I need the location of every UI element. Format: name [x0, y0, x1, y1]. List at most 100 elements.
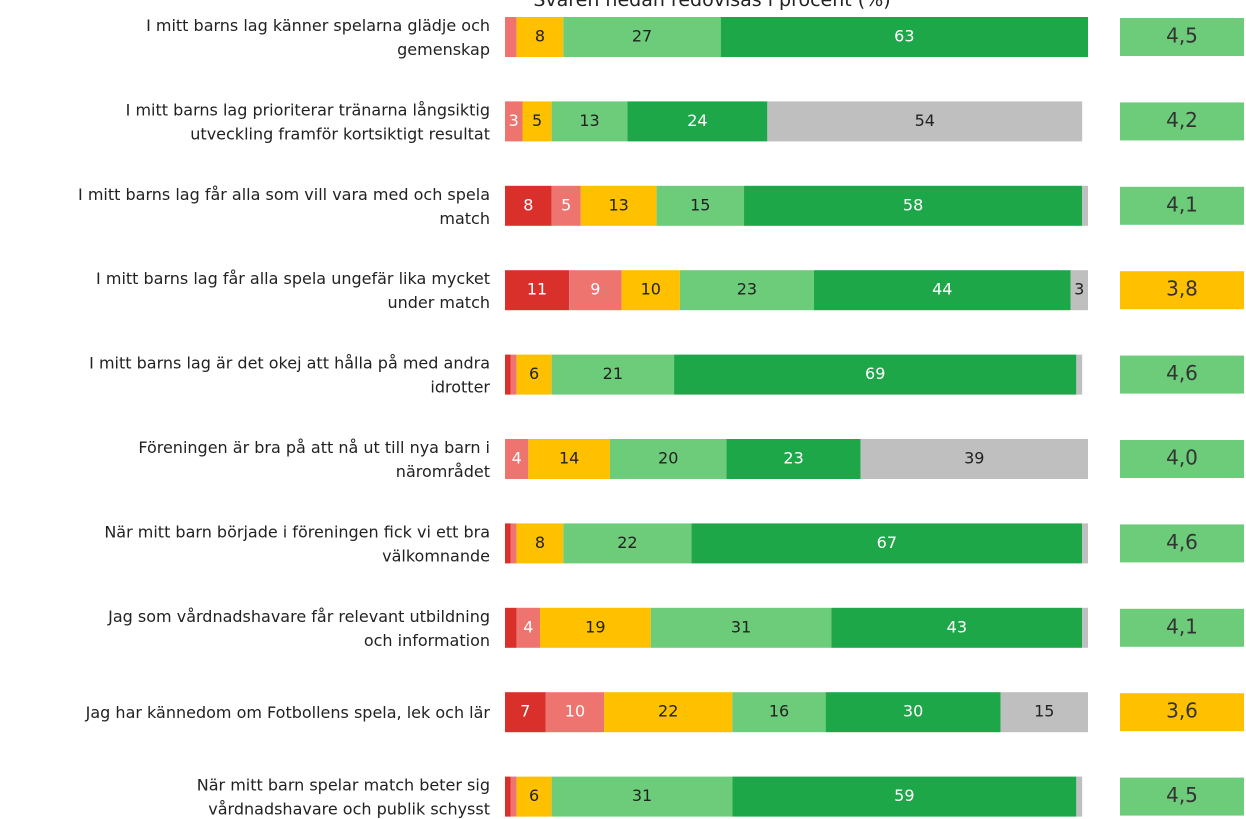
bar-segment	[767, 101, 1083, 142]
chart-title: Svaren nedan redovisas i procent (%)	[533, 0, 890, 11]
bar-segment	[1070, 270, 1088, 311]
data-label: 10	[641, 280, 661, 299]
data-label: 39	[964, 449, 984, 468]
bar-segment	[580, 185, 657, 226]
data-label: 15	[690, 195, 710, 214]
category-label: och information	[364, 631, 490, 650]
data-label: 14	[559, 449, 579, 468]
bar-segment	[656, 185, 745, 226]
bar-segment	[732, 776, 1077, 817]
data-label: 10	[565, 702, 585, 721]
data-label: 16	[769, 702, 789, 721]
score-box	[1120, 693, 1244, 732]
data-label: 6	[529, 786, 539, 805]
data-label: 11	[527, 280, 547, 299]
bar-segment	[551, 354, 675, 395]
category-label: välkomnande	[382, 546, 490, 565]
bar-segment	[1082, 607, 1088, 648]
category-label: I mitt barns lag känner spelarna glädje …	[146, 16, 490, 35]
bar-segment	[551, 776, 733, 817]
bar-segment	[569, 270, 622, 311]
category-label: utveckling framför kortsiktigt resultat	[190, 124, 490, 143]
bar-segment	[726, 439, 861, 479]
category-label: match	[439, 209, 490, 228]
category-label: Jag som vårdnadshavare får relevant utbi…	[107, 607, 490, 626]
data-label: 6	[529, 364, 539, 383]
score-label: 4,5	[1166, 783, 1198, 807]
score-box	[1120, 186, 1244, 225]
bar-segment	[691, 523, 1083, 564]
data-label: 31	[632, 786, 652, 805]
data-label: 27	[632, 27, 652, 46]
category-label: vårdnadshavare och publik schysst	[208, 800, 490, 819]
bar-segment	[563, 523, 692, 564]
score-box	[1120, 102, 1244, 141]
data-label: 4	[512, 449, 522, 468]
bar-segment	[720, 17, 1088, 57]
bar-segment	[516, 607, 540, 648]
data-label: 20	[658, 449, 678, 468]
bar-segment	[505, 185, 552, 226]
bar-segment	[539, 607, 651, 648]
bar-segment	[505, 607, 517, 648]
bar-segment	[1076, 354, 1083, 395]
bar-segment	[1000, 692, 1088, 733]
score-box	[1120, 777, 1244, 816]
data-label: 5	[532, 111, 542, 130]
score-label: 4,6	[1166, 361, 1198, 385]
data-label: 54	[915, 111, 935, 130]
score-box	[1120, 524, 1244, 563]
category-label: I mitt barns lag prioriterar tränarna lå…	[126, 100, 490, 119]
score-box	[1120, 355, 1244, 394]
data-label: 8	[535, 27, 545, 46]
score-box	[1120, 18, 1244, 56]
bar-segment	[505, 523, 511, 564]
data-label: 19	[585, 617, 605, 636]
bar-segment	[510, 354, 517, 395]
bar-segment	[825, 692, 1001, 733]
data-label: 3	[1074, 280, 1084, 299]
data-label: 67	[877, 533, 897, 552]
bar-segment	[505, 101, 523, 142]
bar-segment	[1076, 776, 1083, 817]
data-label: 63	[894, 27, 914, 46]
data-label: 8	[535, 533, 545, 552]
score-label: 4,6	[1166, 530, 1198, 554]
score-label: 3,6	[1166, 699, 1198, 723]
bar-segment	[505, 17, 517, 57]
bar-segment	[510, 523, 517, 564]
bar-segment	[627, 101, 768, 142]
data-label: 23	[783, 449, 803, 468]
data-label: 15	[1034, 702, 1054, 721]
category-label: När mitt barn spelar match beter sig	[197, 776, 490, 795]
data-label: 59	[894, 786, 914, 805]
data-label: 31	[731, 617, 751, 636]
data-label: 69	[865, 364, 885, 383]
bar-segment	[744, 185, 1083, 226]
bar-segment	[516, 523, 564, 564]
data-label: 44	[932, 280, 952, 299]
score-label: 4,2	[1166, 108, 1198, 132]
data-label: 21	[603, 364, 623, 383]
category-label: närområdet	[396, 462, 490, 481]
data-label: 30	[903, 702, 923, 721]
category-label: I mitt barns lag är det okej att hålla p…	[89, 354, 490, 373]
data-label: 22	[617, 533, 637, 552]
score-label: 4,1	[1166, 192, 1198, 216]
data-label: 43	[947, 617, 967, 636]
bar-segment	[516, 776, 552, 817]
bar-segment	[621, 270, 680, 311]
data-label: 8	[523, 195, 533, 214]
bar-segment	[732, 692, 826, 733]
bar-segment	[545, 692, 605, 733]
category-label: När mitt barn började i föreningen fick …	[104, 522, 490, 541]
score-box	[1120, 271, 1244, 310]
bar-segment	[505, 776, 511, 817]
bar-segment	[551, 101, 628, 142]
data-label: 4	[523, 617, 533, 636]
category-label: I mitt barns lag får alla som vill vara …	[78, 185, 490, 204]
bar-segment	[505, 354, 511, 395]
data-label: 22	[658, 702, 678, 721]
bar-segment	[505, 439, 529, 479]
